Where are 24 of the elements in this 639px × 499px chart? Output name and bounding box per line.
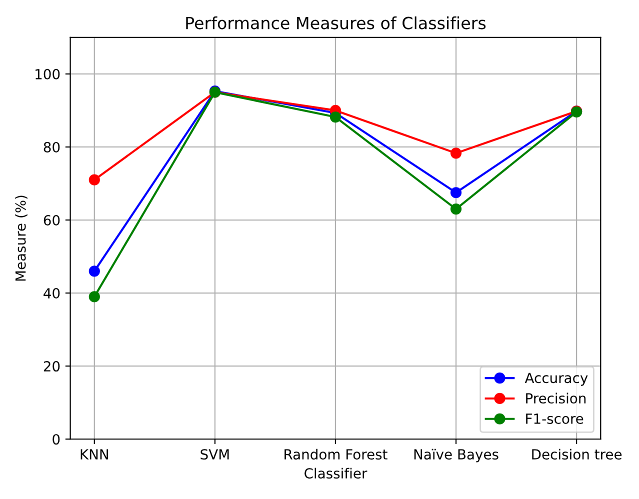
y-tick-label: 0 (52, 434, 60, 445)
point (88, 291, 100, 302)
y-tick-label: 100 (36, 68, 60, 80)
x-tick-label: Decision tree (532, 448, 622, 460)
y-tick-label: 40 (44, 288, 60, 299)
y-axis-title: Measure (%) (15, 196, 28, 281)
point (330, 111, 342, 123)
x-tick-label: Random Forest (284, 448, 388, 460)
y-tick-label: 20 (44, 361, 60, 372)
x-axis-title: Classifier (304, 468, 368, 479)
point (450, 204, 462, 215)
x-tick-label: Naïve Bayes (414, 448, 498, 462)
point (450, 187, 462, 198)
point (450, 148, 462, 159)
point (88, 266, 100, 277)
legend-label: Precision (526, 392, 586, 404)
y-tick-label: 60 (44, 214, 60, 226)
x-tick-label: SVM (200, 449, 229, 460)
point (88, 174, 100, 186)
chart-title: Performance Measures of Classifiers (186, 16, 486, 30)
x-tick-label: KNN (80, 449, 108, 460)
y-tick-label: 80 (44, 142, 60, 152)
legend-label: Accuracy (524, 372, 588, 386)
legend-label: F1-score (526, 414, 584, 424)
